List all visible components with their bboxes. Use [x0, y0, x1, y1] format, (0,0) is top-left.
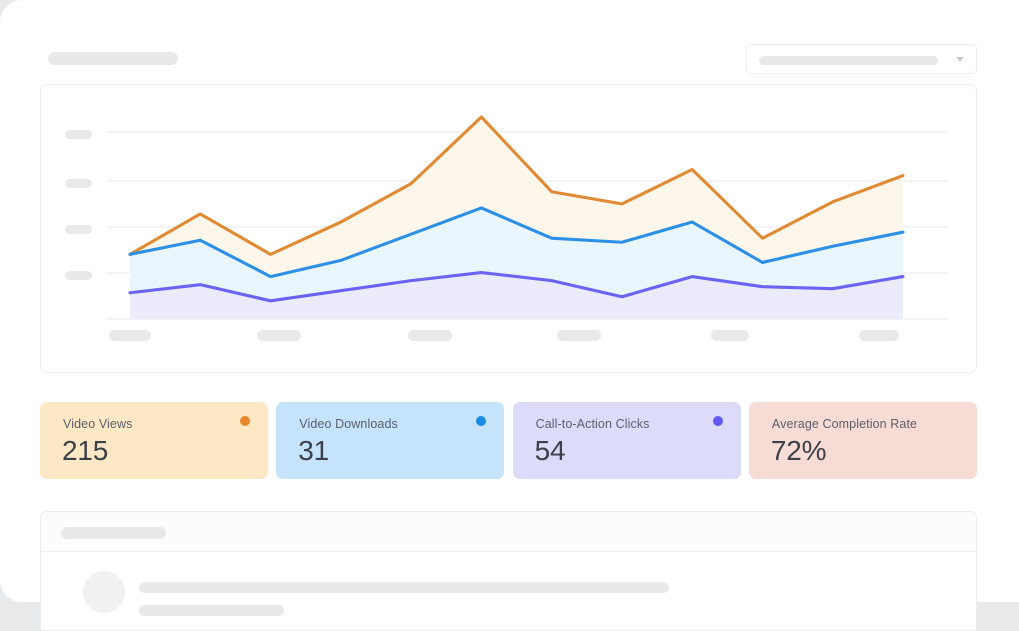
analytics-chart-card — [40, 84, 977, 373]
list-panel-header — [41, 512, 976, 552]
chart-series-lines — [128, 115, 905, 303]
chart-x-tick-skeleton-1 — [257, 330, 301, 341]
chart-line-2[interactable] — [128, 115, 905, 256]
list-panel-header-skeleton — [61, 527, 166, 539]
list-item-primary-skeleton — [139, 582, 669, 593]
metric-value: 72% — [770, 435, 827, 466]
chart-area-0 — [130, 272, 903, 319]
chart-y-tick-skeleton-2 — [65, 225, 92, 234]
metric-value: 54 — [534, 435, 566, 466]
metric-label: Video Views — [63, 417, 133, 431]
metric-card-1[interactable]: Video Downloads 31 — [276, 402, 505, 479]
series-color-dot-icon — [712, 416, 723, 426]
chart-x-tick-skeleton-5 — [859, 330, 899, 341]
chart-y-tick-skeleton-1 — [65, 179, 92, 188]
page-title-skeleton — [48, 52, 178, 65]
series-color-dot-icon — [476, 416, 487, 426]
page-header — [0, 0, 1019, 84]
chart-line-1[interactable] — [128, 206, 905, 279]
list-item-secondary-skeleton — [139, 605, 284, 616]
metric-value: 215 — [62, 435, 109, 466]
list-item[interactable] — [41, 553, 976, 631]
chart-y-tick-skeleton-3 — [65, 271, 92, 280]
date-range-select-value-skeleton — [759, 56, 938, 65]
chart-line-0[interactable] — [128, 270, 905, 303]
metric-card-0[interactable]: Video Views 215 — [40, 402, 268, 479]
date-range-select[interactable] — [746, 44, 977, 74]
metric-value: 31 — [298, 435, 330, 466]
chevron-down-icon — [956, 57, 964, 62]
chart-x-tick-skeleton-2 — [408, 330, 452, 341]
content-list-panel — [40, 511, 977, 631]
metric-card-3[interactable]: Average Completion Rate 72% — [748, 402, 977, 479]
metric-card-2[interactable]: Call-to-Action Clicks 54 — [512, 402, 741, 479]
metric-label: Average Completion Rate — [771, 417, 918, 431]
chart-y-tick-skeleton-0 — [65, 130, 92, 139]
metric-label: Call-to-Action Clicks — [535, 417, 650, 431]
stacked-area-chart[interactable] — [41, 85, 978, 374]
metric-card-row: Video Views 215 Video Downloads 31 Call-to-A… — [40, 402, 977, 479]
series-color-dot-icon — [240, 416, 250, 426]
chart-area-fills — [130, 117, 903, 319]
chart-x-tick-skeleton-0 — [109, 330, 151, 341]
chart-x-tick-skeleton-3 — [557, 330, 601, 341]
avatar — [83, 571, 125, 613]
metric-label: Video Downloads — [299, 417, 398, 431]
chart-x-tick-skeleton-4 — [711, 330, 749, 341]
